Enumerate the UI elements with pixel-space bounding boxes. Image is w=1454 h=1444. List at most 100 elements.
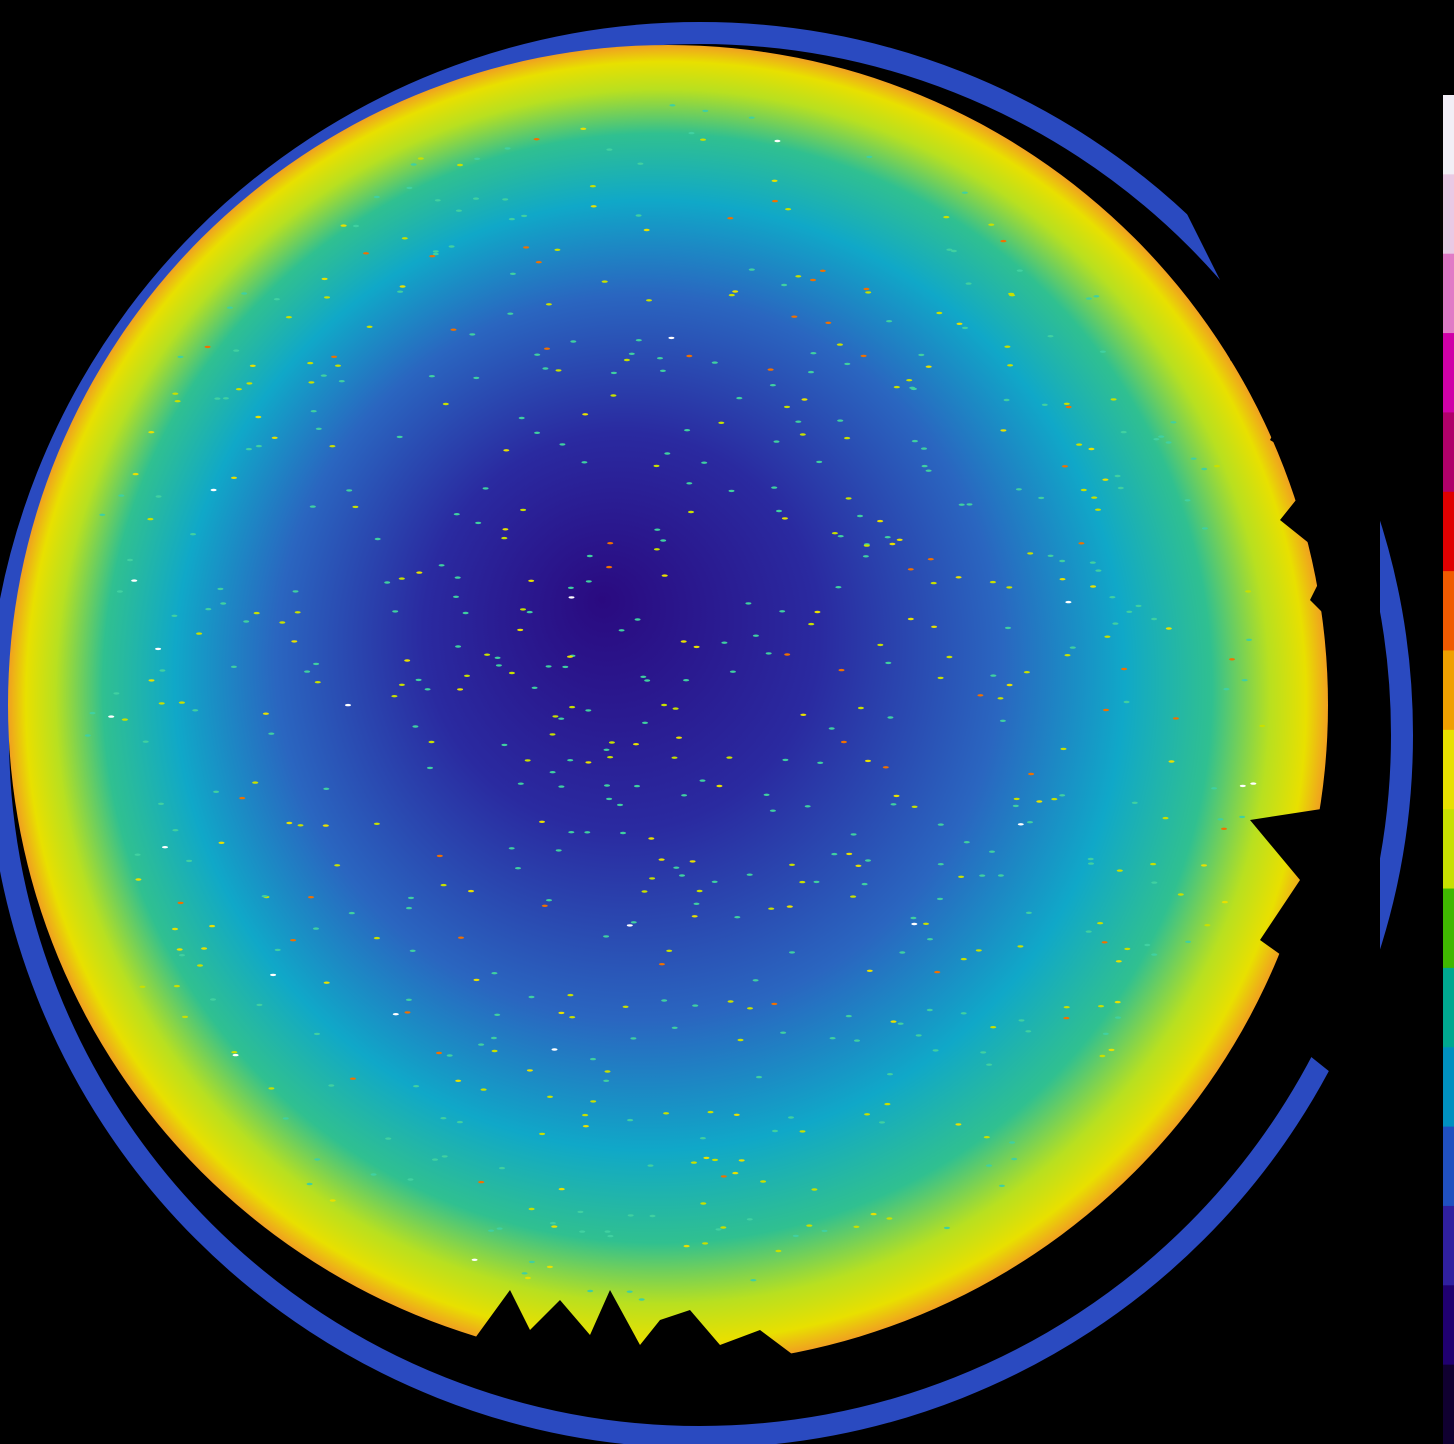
star bbox=[810, 278, 816, 282]
star bbox=[1011, 1157, 1018, 1161]
colorbar bbox=[1443, 95, 1454, 1444]
star bbox=[649, 1214, 656, 1218]
star bbox=[946, 248, 953, 251]
star bbox=[779, 610, 786, 613]
star bbox=[604, 1230, 611, 1233]
star bbox=[204, 345, 211, 349]
star bbox=[907, 568, 914, 571]
star bbox=[607, 1234, 614, 1238]
colorbar-segment bbox=[1443, 1285, 1454, 1366]
star bbox=[329, 445, 336, 448]
star bbox=[738, 1159, 745, 1162]
star bbox=[528, 995, 535, 999]
star bbox=[521, 214, 528, 218]
star bbox=[721, 641, 728, 644]
star bbox=[1027, 552, 1034, 555]
star bbox=[658, 858, 665, 861]
star bbox=[210, 998, 216, 1001]
star bbox=[998, 1184, 1005, 1188]
star bbox=[177, 355, 184, 359]
star bbox=[462, 611, 469, 615]
star bbox=[688, 510, 694, 514]
star bbox=[925, 469, 932, 472]
star bbox=[683, 1244, 690, 1248]
star bbox=[789, 863, 795, 866]
star bbox=[648, 837, 655, 840]
star bbox=[780, 1031, 787, 1034]
star bbox=[496, 1227, 503, 1230]
star bbox=[501, 743, 508, 747]
colorbar-segment bbox=[1443, 95, 1454, 175]
star bbox=[1239, 815, 1246, 819]
star bbox=[771, 1002, 778, 1006]
star bbox=[521, 1272, 528, 1275]
star bbox=[950, 249, 957, 253]
star bbox=[1217, 818, 1224, 821]
star bbox=[690, 1161, 697, 1164]
colorbar-segment bbox=[1443, 809, 1454, 890]
star bbox=[877, 519, 884, 523]
star bbox=[666, 949, 673, 952]
star bbox=[773, 440, 780, 443]
star bbox=[728, 489, 735, 493]
star bbox=[1063, 402, 1070, 405]
star bbox=[679, 874, 685, 877]
star bbox=[1245, 590, 1252, 593]
star bbox=[811, 1188, 818, 1191]
star bbox=[353, 224, 359, 228]
star bbox=[626, 1290, 633, 1293]
star bbox=[1076, 443, 1083, 446]
star bbox=[1185, 940, 1192, 943]
star bbox=[965, 282, 972, 285]
star bbox=[509, 272, 516, 275]
star bbox=[398, 683, 405, 686]
star bbox=[915, 1034, 922, 1037]
star bbox=[1013, 797, 1020, 801]
star bbox=[1250, 782, 1257, 785]
star bbox=[567, 759, 574, 762]
star bbox=[413, 1085, 420, 1088]
star bbox=[245, 447, 252, 451]
star bbox=[1150, 862, 1157, 866]
star bbox=[906, 379, 913, 382]
star bbox=[321, 277, 328, 281]
star bbox=[568, 596, 575, 599]
star bbox=[404, 659, 411, 662]
star bbox=[279, 621, 286, 624]
star bbox=[1103, 708, 1109, 712]
star bbox=[545, 303, 552, 306]
star bbox=[455, 1079, 462, 1083]
star bbox=[533, 138, 540, 141]
star bbox=[774, 139, 781, 143]
star bbox=[127, 558, 133, 562]
star bbox=[1065, 405, 1072, 409]
star bbox=[179, 954, 185, 957]
star bbox=[646, 299, 652, 302]
star bbox=[887, 1073, 893, 1076]
star bbox=[937, 897, 943, 901]
star bbox=[549, 733, 556, 736]
star bbox=[699, 779, 706, 782]
star bbox=[799, 1130, 806, 1133]
star bbox=[810, 352, 817, 355]
star bbox=[494, 1013, 501, 1016]
star bbox=[769, 809, 776, 812]
star bbox=[946, 655, 953, 659]
star bbox=[558, 785, 565, 788]
star bbox=[1112, 622, 1119, 625]
star bbox=[700, 1202, 707, 1205]
star bbox=[1123, 700, 1130, 704]
star bbox=[246, 382, 253, 385]
star bbox=[817, 761, 824, 764]
star bbox=[806, 1224, 813, 1227]
star bbox=[1085, 930, 1092, 933]
star bbox=[405, 998, 412, 1001]
star bbox=[1151, 953, 1158, 956]
star bbox=[457, 688, 464, 691]
star bbox=[1126, 610, 1133, 613]
star bbox=[373, 195, 380, 199]
star bbox=[960, 1012, 967, 1015]
star bbox=[468, 889, 474, 893]
star bbox=[733, 1113, 740, 1117]
star bbox=[765, 652, 772, 655]
